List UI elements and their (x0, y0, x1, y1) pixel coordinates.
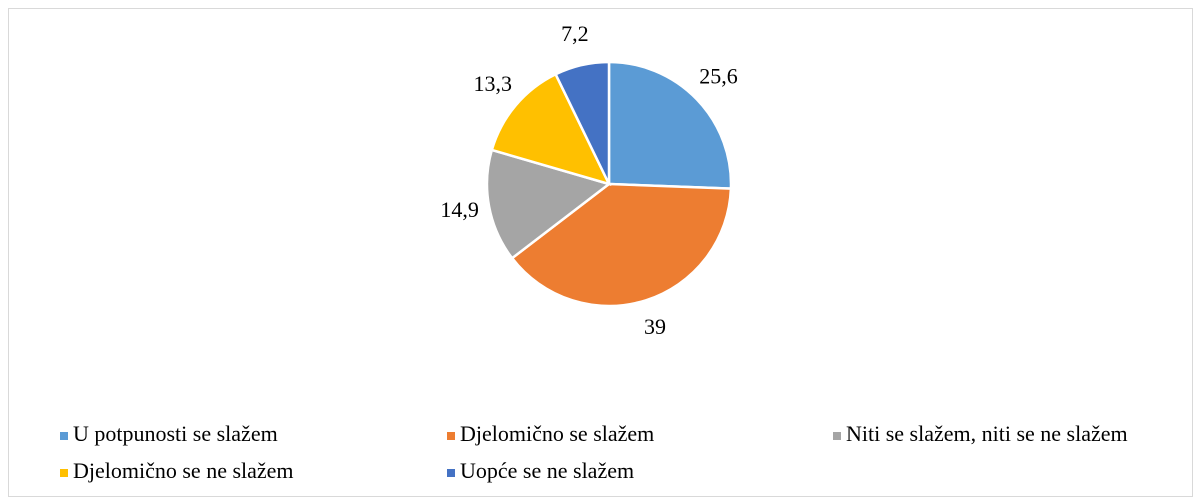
data-label: 25,6 (699, 64, 738, 89)
data-label: 39 (644, 314, 666, 339)
legend-marker (60, 432, 68, 440)
legend-marker (447, 469, 455, 477)
legend-label: Uopće se ne slažem (460, 458, 634, 483)
legend-label: Djelomično se ne slažem (73, 458, 294, 483)
pie-slice (607, 60, 733, 190)
data-label: 13,3 (474, 71, 513, 96)
legend-marker (60, 469, 68, 477)
data-label: 7,2 (561, 21, 589, 46)
legend-marker (833, 432, 841, 440)
data-label: 14,9 (440, 197, 479, 222)
chart-border (8, 8, 1193, 497)
pie-slice (490, 72, 612, 186)
legend-label: Djelomično se slažem (460, 421, 654, 446)
pie-slice (485, 148, 612, 260)
legend-label: Niti se slažem, niti se ne slažem (846, 421, 1128, 446)
pie-slice (510, 182, 733, 308)
pie-slice (554, 60, 611, 185)
legend-label: U potpunosti se slažem (73, 421, 278, 446)
legend-marker (447, 432, 455, 440)
